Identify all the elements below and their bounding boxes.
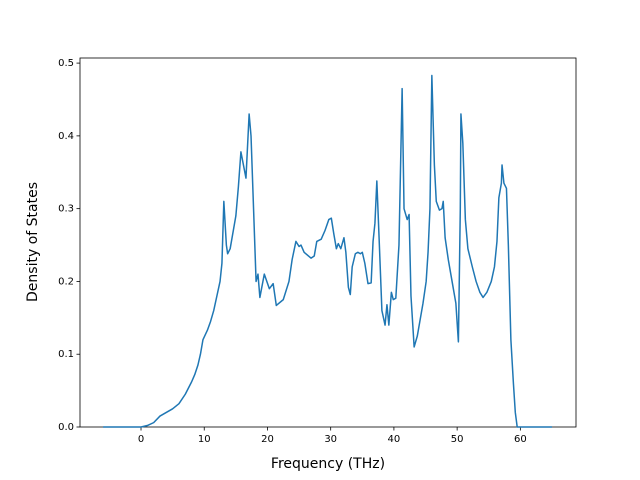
y-tick-label: 0.2 (58, 276, 74, 287)
y-tick-label: 0.0 (58, 422, 74, 433)
y-tick-label: 0.5 (58, 58, 74, 69)
x-tick-label: 60 (514, 434, 527, 445)
x-tick-label: 30 (324, 434, 337, 445)
x-axis-label: Frequency (THz) (271, 456, 385, 472)
y-tick-label: 0.4 (58, 131, 74, 142)
line-series (103, 74, 552, 428)
x-tick-label: 10 (198, 434, 211, 445)
y-axis-label: Density of States (25, 182, 41, 302)
y-tick-label: 0.3 (58, 204, 74, 215)
x-tick-label: 40 (388, 434, 401, 445)
y-tick-label: 0.1 (58, 349, 74, 360)
x-tick-label: 50 (451, 434, 464, 445)
plot-frame (79, 57, 577, 428)
x-tick-label: 20 (261, 434, 274, 445)
x-tick-label: 0 (138, 434, 144, 445)
